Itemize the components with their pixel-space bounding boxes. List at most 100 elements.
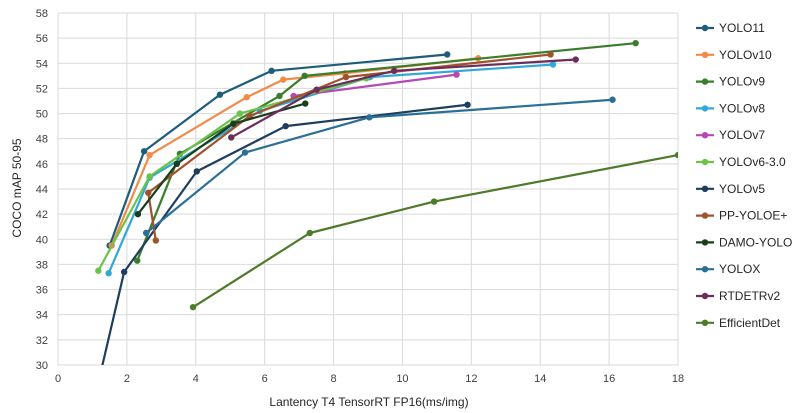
data-point-yolov9	[301, 72, 308, 80]
x-tick-label: 6	[262, 373, 268, 385]
x-tick-label: 0	[55, 373, 61, 385]
series-line-yolov6-3-0	[97, 77, 367, 272]
data-point-efficientdet	[674, 151, 678, 159]
legend-marker	[701, 292, 709, 300]
data-point-damo-yolo	[173, 160, 181, 168]
data-point-yolov8	[549, 61, 557, 68]
data-point-yolov5	[93, 387, 99, 393]
y-tick-label: 32	[36, 335, 48, 347]
data-point-damo-yolo	[134, 210, 142, 218]
legend-item-yolov8: YOLOv8	[696, 101, 765, 115]
series-line-rtdetrv2	[230, 58, 576, 139]
plot-area	[93, 39, 678, 393]
legend-marker	[701, 319, 709, 326]
x-tick-label: 10	[396, 373, 408, 385]
series-yolox	[142, 96, 616, 237]
series-line-yolov7	[293, 73, 457, 98]
legend-item-yolov9: YOLOv9	[696, 75, 765, 89]
grid	[57, 12, 679, 366]
data-point-pp-yoloe-	[342, 73, 350, 81]
series-rtdetrv2	[228, 56, 579, 141]
legend-item-yolov7: YOLOv7	[696, 128, 765, 142]
series-line-yolox	[145, 98, 613, 234]
data-point-yolov8	[105, 270, 112, 277]
series-line-damo-yolo	[137, 102, 306, 215]
y-tick-label: 54	[36, 58, 48, 70]
legend-label: DAMO-YOLO	[719, 235, 792, 249]
y-tick-label: 30	[36, 360, 48, 372]
y-tick-label: 46	[36, 159, 48, 171]
legend-label: YOLOv8	[719, 101, 765, 115]
data-point-damo-yolo	[302, 100, 309, 107]
data-point-yolov6-3-0	[236, 110, 244, 117]
data-point-pp-yoloe-	[152, 237, 160, 244]
data-point-rtdetrv2	[313, 86, 320, 93]
y-tick-label: 40	[36, 234, 48, 246]
data-point-yolov5	[282, 122, 289, 130]
x-tick-label: 4	[193, 373, 199, 385]
legend-item-yolov10: YOLOv10	[696, 48, 772, 62]
legend-marker	[701, 51, 709, 58]
legend-item-yolov5: YOLOv5	[696, 182, 765, 196]
legend-label: RTDETRv2	[719, 289, 780, 303]
data-point-yolox	[142, 229, 150, 237]
data-point-yolov5	[464, 101, 471, 108]
legend-marker	[701, 78, 709, 85]
data-point-pp-yoloe-	[145, 189, 152, 196]
legend-label: YOLOv5	[719, 182, 765, 196]
data-point-yolov5	[120, 268, 128, 276]
y-tick-label: 42	[36, 209, 48, 221]
data-point-yolox	[366, 114, 373, 121]
y-tick-label: 56	[36, 33, 48, 45]
legend-item-yolox: YOLOX	[696, 262, 760, 276]
y-axis-title: COCO mAP 50-95	[10, 138, 24, 237]
data-point-yolov9	[632, 39, 639, 47]
data-point-yolo11	[444, 51, 451, 58]
x-tick-label: 18	[672, 373, 684, 385]
legend-marker	[701, 185, 709, 192]
legend-marker	[701, 158, 709, 166]
series-line-yolov5	[101, 103, 468, 365]
y-tick-label: 50	[36, 109, 48, 121]
series-line-yolov8	[107, 63, 554, 274]
data-point-yolov7	[453, 71, 460, 78]
legend-label: YOLOv9	[719, 75, 765, 89]
series-efficientdet	[189, 151, 678, 311]
y-tick-label: 44	[36, 184, 48, 196]
series-line-efficientdet	[192, 153, 678, 309]
data-point-yolov9	[276, 92, 283, 100]
x-tick-label: 8	[330, 373, 336, 385]
legend-item-yolo11: YOLO11	[696, 21, 765, 35]
legend-label: EfficientDet	[719, 316, 781, 330]
y-tick-label: 34	[36, 310, 48, 322]
data-point-yolov5	[193, 168, 201, 175]
data-point-efficientdet	[306, 229, 313, 237]
legend-item-damo-yolo: DAMO-YOLO	[696, 235, 792, 249]
legend-marker	[701, 239, 709, 246]
y-tick-label: 36	[36, 285, 48, 297]
y-tick-label: 48	[36, 134, 48, 146]
data-point-yolo11	[216, 91, 224, 98]
x-axis-title: Lantency T4 TensorRT FP16(ms/img)	[269, 395, 468, 409]
legend-item-pp-yoloe-: PP-YOLOE+	[696, 209, 787, 223]
legend-label: YOLOX	[719, 262, 760, 276]
y-tick-label: 58	[36, 8, 48, 20]
data-point-pp-yoloe-	[547, 51, 554, 58]
legend-marker	[701, 132, 709, 139]
x-tick-label: 2	[124, 373, 130, 385]
data-point-yolo11	[140, 148, 148, 155]
legend-marker	[701, 24, 709, 32]
data-point-yolo11	[268, 67, 275, 75]
legend-label: YOLOv7	[719, 128, 765, 142]
series-line-yolov10	[110, 57, 479, 246]
data-point-yolox	[609, 96, 616, 103]
legend-item-efficientdet: EfficientDet	[696, 316, 781, 330]
y-tick-label: 38	[36, 259, 48, 271]
data-point-yolox	[241, 149, 249, 156]
x-tick-label: 14	[534, 373, 546, 385]
data-point-yolov6-3-0	[146, 173, 153, 180]
data-point-damo-yolo	[230, 120, 237, 127]
legend-marker	[701, 212, 709, 219]
